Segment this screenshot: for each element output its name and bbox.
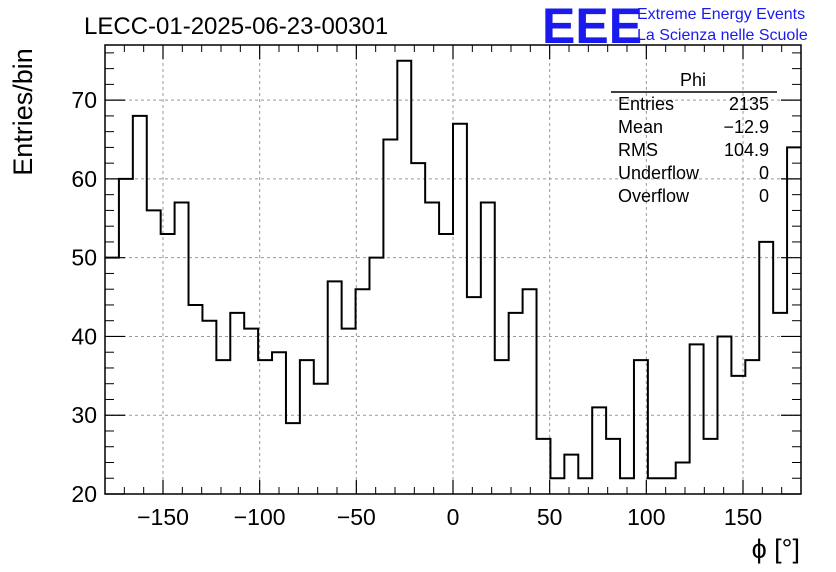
histogram-bin: [564, 455, 578, 494]
x-tick-label: −50: [337, 504, 376, 530]
stats-underflow-label: Underflow: [618, 163, 700, 183]
stats-entries-label: Entries: [618, 94, 674, 114]
histogram-bin: [592, 407, 606, 494]
histogram-bin: [147, 210, 161, 494]
stats-overflow-label: Overflow: [618, 186, 690, 206]
y-tick-label: 60: [71, 166, 97, 192]
histogram-bin: [369, 258, 383, 494]
histogram-bin: [467, 297, 481, 494]
y-tick-label: 20: [71, 481, 97, 507]
stats-mean-value: −12.9: [723, 117, 769, 137]
stats-box: Phi Entries 2135 Mean −12.9 RMS 104.9 Un…: [611, 70, 777, 206]
histogram-bin: [383, 140, 397, 494]
histogram-bin: [105, 258, 119, 494]
histogram-bin: [175, 203, 189, 494]
histogram-bin: [634, 360, 648, 494]
stats-rms-value: 104.9: [724, 140, 769, 160]
histogram-bin: [676, 462, 690, 494]
y-tick-label: 30: [71, 402, 97, 428]
stats-mean-label: Mean: [618, 117, 663, 137]
histogram-bin: [300, 360, 314, 494]
histogram-bin: [537, 439, 551, 494]
stats-overflow-value: 0: [759, 186, 769, 206]
histogram-bin: [411, 163, 425, 494]
y-tick-label: 40: [71, 323, 97, 349]
x-tick-label: 50: [537, 504, 563, 530]
histogram-bin: [606, 439, 620, 494]
histogram-bin: [342, 329, 356, 494]
stats-title: Phi: [680, 70, 706, 90]
x-axis-ticks: −150 −100 −50 0 50 100 150: [104, 45, 802, 530]
histogram-bin: [202, 321, 216, 494]
x-tick-label: 150: [724, 504, 762, 530]
histogram-bin: [773, 313, 787, 494]
y-axis-label: Entries/bin: [8, 48, 38, 176]
histogram-bin: [258, 360, 272, 494]
histogram-bin: [397, 61, 411, 494]
histogram-bin: [523, 289, 537, 494]
histogram-bin: [230, 313, 244, 494]
histogram-bin: [244, 329, 258, 494]
histogram-bin: [509, 313, 523, 494]
histogram-bin: [759, 242, 773, 494]
x-tick-label: −150: [137, 504, 189, 530]
histogram-bin: [704, 439, 718, 494]
histogram-bin: [481, 203, 495, 494]
y-tick-label: 70: [71, 87, 97, 113]
histogram-bin: [133, 116, 147, 494]
histogram-bin: [272, 352, 286, 494]
stats-rms-label: RMS: [618, 140, 658, 160]
histogram-bin: [286, 423, 300, 494]
y-axis-ticks: 20 30 40 50 60 70: [71, 52, 801, 507]
logo-line1: Extreme Energy Events: [637, 6, 805, 23]
chart-title: LECC-01-2025-06-23-00301: [84, 13, 388, 40]
histogram-bin: [550, 478, 564, 494]
histogram-bin: [578, 478, 592, 494]
x-tick-label: −100: [234, 504, 286, 530]
x-tick-label: 0: [447, 504, 460, 530]
histogram-bin: [648, 478, 662, 494]
histogram-bin: [216, 360, 230, 494]
grid-lines: [105, 45, 801, 495]
histogram-bin: [425, 203, 439, 494]
histogram-bin: [662, 478, 676, 494]
histogram-bin: [314, 384, 328, 494]
histogram-bin: [189, 305, 203, 494]
y-tick-label: 50: [71, 245, 97, 271]
histogram-bin: [690, 344, 704, 494]
stats-underflow-value: 0: [759, 163, 769, 183]
histogram-bin: [328, 281, 342, 494]
logo-line2: La Scienza nelle Scuole: [637, 27, 808, 44]
histogram-bin: [745, 360, 759, 494]
histogram-bin: [439, 234, 453, 494]
stats-entries-value: 2135: [729, 94, 769, 114]
x-axis-label: ϕ [°]: [752, 534, 800, 564]
x-tick-label: 100: [627, 504, 665, 530]
histogram-bin: [356, 289, 370, 494]
eee-logo: EEE Extreme Energy Events La Scienza nel…: [542, 0, 808, 54]
histogram-bin: [495, 360, 509, 494]
histogram-outline: [105, 59, 801, 480]
